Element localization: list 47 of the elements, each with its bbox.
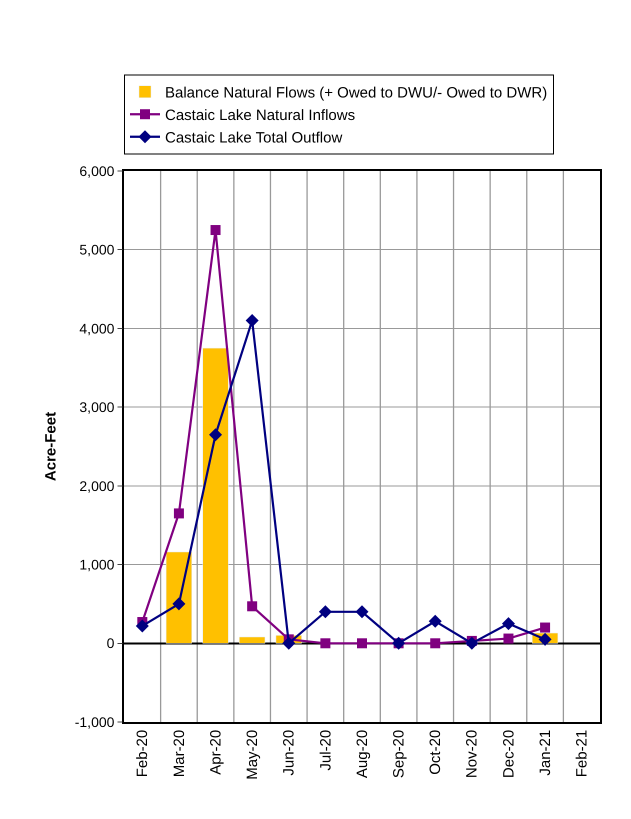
y-axis-title: Acre-Feet [42, 412, 60, 482]
x-tick-label: Mar-20 [170, 730, 188, 778]
x-tick-label: Jul-20 [317, 730, 334, 771]
x-tick-label: Oct-20 [427, 730, 444, 775]
point [246, 314, 259, 328]
legend-label: Balance Natural Flows (+ Owed to DWU/- Owed to DWR) [165, 84, 548, 102]
x-tick-label: Dec-20 [500, 730, 518, 778]
y-tick-label: -1,000 [74, 714, 115, 730]
legend-label: Castaic Lake Natural Inflows [165, 107, 356, 124]
point [172, 597, 186, 610]
point [356, 605, 368, 618]
x-tick-label: Feb-20 [134, 730, 152, 778]
x-tick-label: Jan-21 [536, 730, 554, 776]
point [503, 634, 514, 644]
point [430, 638, 440, 648]
x-tick-label: May-20 [244, 730, 262, 780]
x-tick-label: Aug-20 [354, 730, 371, 778]
x-tick-label: Nov-20 [464, 730, 481, 778]
y-tick-label: 0 [106, 635, 115, 652]
point [282, 636, 296, 650]
bar [239, 636, 266, 644]
point [174, 508, 184, 518]
y-tick-label: 6,000 [79, 162, 115, 179]
point [320, 638, 330, 648]
bar [166, 552, 192, 644]
y-tick-label: 2,000 [79, 478, 115, 494]
y-tick-label: 5,000 [79, 242, 115, 258]
point [502, 617, 515, 630]
x-tick-label: Jun-20 [280, 730, 298, 776]
y-tick-label: 3,000 [79, 399, 115, 416]
point [538, 632, 552, 646]
point [465, 636, 478, 650]
y-tick-label: 1,000 [79, 556, 115, 572]
point [210, 225, 221, 236]
point [247, 601, 258, 612]
bar [202, 348, 229, 644]
point [136, 619, 149, 632]
x-tick-label: Feb-21 [574, 730, 591, 778]
point [428, 614, 442, 628]
point [540, 622, 550, 633]
point [318, 605, 332, 618]
x-tick-label: Sep-20 [390, 730, 408, 778]
point [209, 428, 222, 442]
point [357, 638, 367, 648]
y-tick-label: 4,000 [79, 320, 115, 336]
x-tick-label: Apr-20 [207, 730, 224, 775]
legend-label: Castaic Lake Total Outflow [165, 130, 342, 147]
